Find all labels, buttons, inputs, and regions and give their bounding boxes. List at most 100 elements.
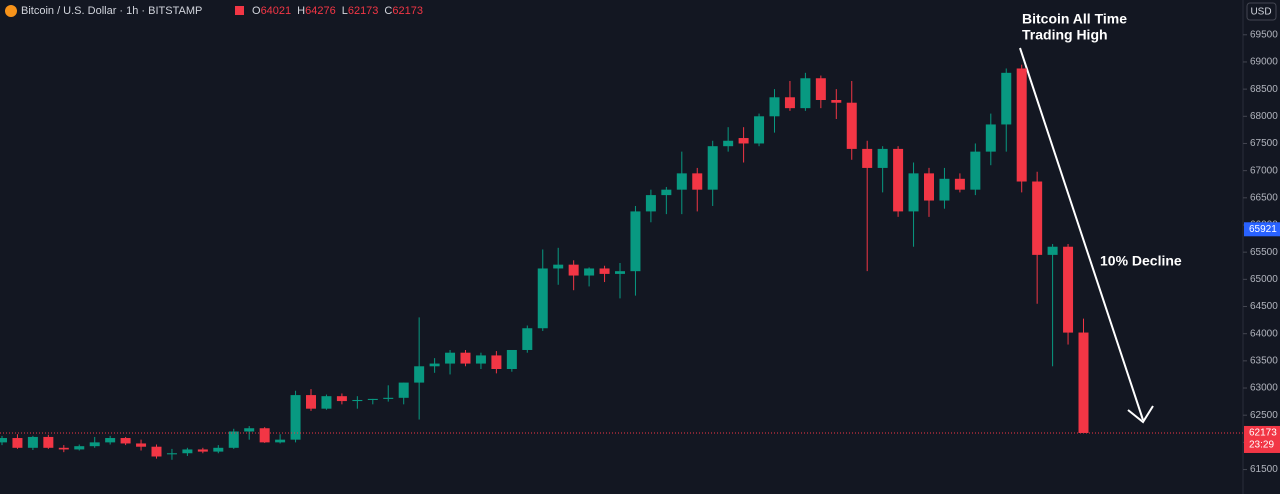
candle-body <box>136 443 147 447</box>
plot <box>0 64 1243 460</box>
candle-body <box>568 264 579 276</box>
annotation: Trading High <box>1022 27 1108 43</box>
y-tick-label: 69500 <box>1250 29 1278 40</box>
annotation-arrow <box>1019 47 1144 421</box>
legend-key: C <box>384 5 392 17</box>
candle-body <box>259 428 270 443</box>
candle-body <box>151 446 162 457</box>
candle-body <box>89 442 100 447</box>
candle-body <box>1078 332 1089 433</box>
arrow-head <box>1127 405 1154 424</box>
annotation: 10% Decline <box>1100 253 1182 269</box>
y-tick-label: 61500 <box>1250 464 1278 475</box>
candle-body <box>0 438 7 443</box>
candle-body <box>815 78 826 100</box>
candle-body <box>862 148 873 168</box>
candle-body <box>336 396 347 402</box>
candle-body <box>707 146 718 190</box>
candle-body <box>661 189 672 196</box>
candle-body <box>784 97 795 109</box>
price-badge <box>1244 222 1280 237</box>
candle-body <box>445 352 456 364</box>
candle-body <box>846 102 857 149</box>
legend-value: 64276 <box>305 5 336 17</box>
legend-value: 64021 <box>261 5 292 17</box>
candle-body <box>290 395 301 440</box>
candle-body <box>754 116 765 144</box>
candle-body <box>213 447 224 452</box>
y-tick-label: 67000 <box>1250 165 1278 176</box>
candle-body <box>970 151 981 190</box>
chart-title: Bitcoin / U.S. Dollar · 1h · BITSTAMP <box>21 5 202 17</box>
legend-key: H <box>297 5 305 17</box>
candle-body <box>197 449 208 452</box>
candle-body <box>74 446 85 450</box>
coin-icon <box>5 5 17 17</box>
candle-body <box>692 173 703 190</box>
candle-body <box>893 148 904 212</box>
legend-value: 62173 <box>392 5 423 17</box>
candle-body <box>120 438 131 444</box>
candle-body <box>584 268 595 276</box>
candle-body <box>367 398 378 400</box>
candle-body <box>954 178 965 190</box>
annotation: Bitcoin All Time <box>1022 11 1127 27</box>
candle-body <box>27 436 38 448</box>
y-tick-label: 65000 <box>1250 274 1278 285</box>
candle-body <box>553 264 564 269</box>
candle-body <box>985 124 996 152</box>
y-tick-label: 68500 <box>1250 84 1278 95</box>
candle-body <box>506 349 517 370</box>
y-tick-label: 63500 <box>1250 355 1278 366</box>
candle-body <box>475 355 486 364</box>
price-badge <box>1244 425 1280 453</box>
price-badge-label: 65921 <box>1249 224 1277 235</box>
candle-body <box>831 99 842 103</box>
candle-body <box>645 195 656 212</box>
candle-body <box>306 395 316 409</box>
candle-body <box>275 439 286 443</box>
candle-body <box>769 97 780 117</box>
candle-body <box>908 173 919 212</box>
candle-body <box>1001 72 1012 125</box>
candle-body <box>228 431 239 448</box>
candle-body <box>352 399 363 402</box>
candle-body <box>939 178 950 201</box>
candle-body <box>877 148 888 168</box>
candle-body <box>321 396 332 409</box>
candle-body <box>460 352 471 364</box>
candle-body <box>244 428 255 432</box>
y-tick-label: 69000 <box>1250 57 1278 68</box>
y-tick-label: 64000 <box>1250 328 1278 339</box>
currency-button[interactable] <box>1246 2 1277 21</box>
legend-value: 62173 <box>348 5 379 17</box>
price-badge-label: 62173 <box>1249 428 1277 439</box>
candle-body <box>723 140 734 147</box>
ohlc-legend: O64021 H64276 L62173 C62173 <box>252 5 423 17</box>
y-tick-label: 63000 <box>1250 383 1278 394</box>
y-tick-label: 62500 <box>1250 410 1278 421</box>
candle-body <box>924 173 934 201</box>
y-tick-label: 66500 <box>1250 192 1278 203</box>
candle-body <box>12 438 23 448</box>
candle-body <box>676 173 687 190</box>
candle-body <box>537 268 548 329</box>
y-tick-label: 67500 <box>1250 138 1278 149</box>
candle-body <box>166 453 177 455</box>
legend-key: L <box>342 5 348 17</box>
candle-body <box>630 211 641 272</box>
candle-body <box>58 447 69 450</box>
candle-body <box>182 449 193 454</box>
candle-body <box>1032 181 1043 255</box>
candle-body <box>43 436 54 448</box>
flag-icon[interactable] <box>235 6 244 15</box>
candle-body <box>414 366 425 383</box>
candle-body <box>800 78 811 109</box>
y-tick-label: 64500 <box>1250 301 1278 312</box>
candle-body <box>383 397 394 399</box>
y-tick-label: 65500 <box>1250 247 1278 258</box>
candle-body <box>599 268 610 274</box>
y-tick-label: 68000 <box>1250 111 1278 122</box>
candle-body <box>1063 246 1074 333</box>
